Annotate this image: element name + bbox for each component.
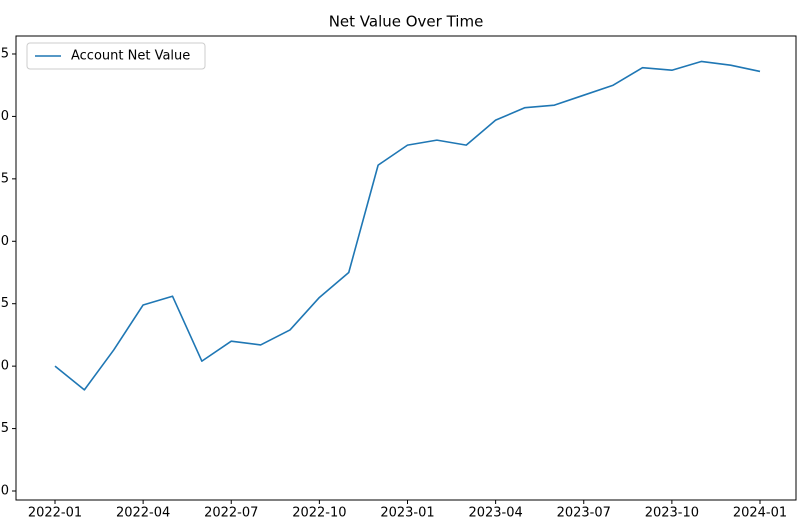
x-tick-label: 2023-07	[557, 506, 611, 517]
y-tick-label: 0	[1, 359, 9, 374]
y-tick-label: 0	[1, 109, 9, 124]
y-tick-label: 0	[1, 484, 9, 499]
series-line	[54, 60, 761, 391]
x-tick-label: 2022-04	[116, 506, 170, 517]
x-tick-label: 2023-01	[380, 506, 434, 517]
plot-frame	[15, 35, 797, 501]
x-tick-label: 2023-04	[468, 506, 522, 517]
y-tick-label: 0	[1, 234, 9, 249]
legend-box	[26, 42, 206, 70]
x-tick-label: 2023-10	[645, 506, 699, 517]
x-tick-label: 2024-01	[733, 506, 787, 517]
y-tick-label: 5	[1, 171, 9, 186]
x-tick-label: 2022-01	[28, 506, 82, 517]
legend-label: Account Net Value	[71, 49, 190, 64]
y-tick-label: 5	[1, 421, 9, 436]
y-tick-label: 5	[1, 46, 9, 61]
x-tick-label: 2022-07	[204, 506, 258, 517]
chart-title: Net Value Over Time	[329, 13, 484, 31]
x-tick-label: 2022-10	[292, 506, 346, 517]
y-tick-label: 5	[1, 296, 9, 311]
